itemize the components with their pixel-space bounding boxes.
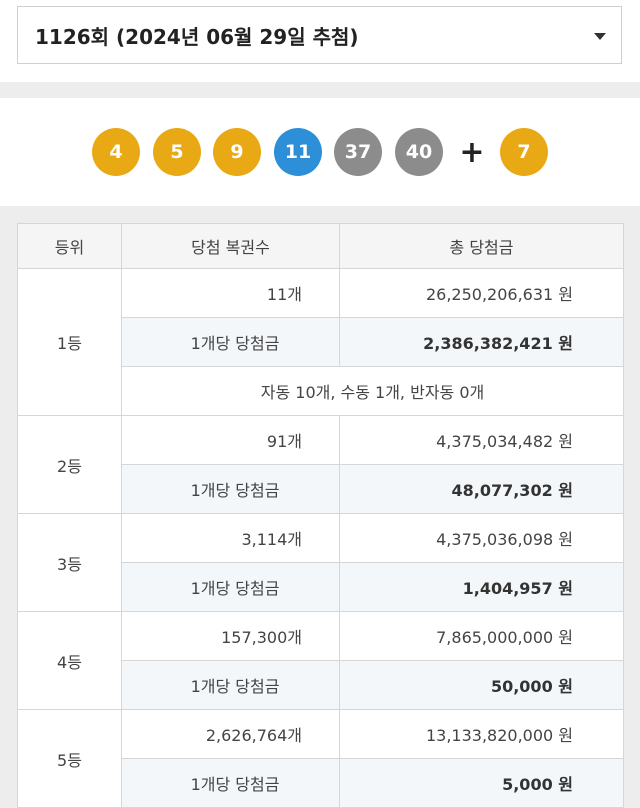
ball-4: 11 <box>274 128 322 176</box>
top-band: 1126회 (2024년 06월 29일 추첨) <box>0 0 640 82</box>
per-ticket-label: 1개당 당첨금 <box>121 660 340 710</box>
purchase-method-note: 자동 10개, 수동 1개, 반자동 0개 <box>121 366 624 416</box>
draw-select-value: 1126회 (2024년 06월 29일 추첨) <box>35 24 359 49</box>
ball-2: 5 <box>153 128 201 176</box>
table-row: 1개당 당첨금 48,077,302 원 <box>18 464 624 514</box>
per-ticket-label: 1개당 당첨금 <box>121 758 340 808</box>
prize-table: 등위 당첨 복권수 총 당첨금 1등 11개 26,250,206,631 원 … <box>17 223 624 808</box>
table-row: 1개당 당첨금 2,386,382,421 원 <box>18 317 624 367</box>
table-row: 1개당 당첨금 50,000 원 <box>18 660 624 710</box>
per-ticket-amount: 2,386,382,421 원 <box>339 317 624 367</box>
plus-icon: + <box>459 134 485 170</box>
rank-cell: 4등 <box>17 611 122 710</box>
table-row: 2등 91개 4,375,034,482 원 <box>17 415 624 514</box>
ball-1: 4 <box>92 128 140 176</box>
header-total: 총 당첨금 <box>339 223 624 269</box>
per-ticket-label: 1개당 당첨금 <box>121 317 340 367</box>
table-row: 5등 2,626,764개 13,133,820,000 원 <box>17 709 624 808</box>
total-prize: 4,375,036,098 원 <box>339 513 624 563</box>
rank-cell: 3등 <box>17 513 122 612</box>
ball-3: 9 <box>213 128 261 176</box>
ball-6: 40 <box>395 128 443 176</box>
prize-table-wrapper: 등위 당첨 복권수 총 당첨금 1등 11개 26,250,206,631 원 … <box>17 223 624 808</box>
rank-cell: 5등 <box>17 709 122 808</box>
total-prize: 7,865,000,000 원 <box>339 611 624 661</box>
total-prize: 26,250,206,631 원 <box>339 268 624 318</box>
winner-count: 157,300개 <box>121 611 340 661</box>
header-count: 당첨 복권수 <box>121 223 340 269</box>
table-row: 자동 10개, 수동 1개, 반자동 0개 <box>18 366 624 416</box>
table-row: 1등 11개 26,250,206,631 원 <box>17 268 624 416</box>
draw-select[interactable]: 1126회 (2024년 06월 29일 추첨) <box>17 6 622 64</box>
table-row: 1개당 당첨금 1,404,957 원 <box>18 562 624 612</box>
per-ticket-label: 1개당 당첨금 <box>121 562 340 612</box>
winning-numbers-panel: 4 5 9 11 37 40 + 7 <box>0 98 640 206</box>
winner-count: 2,626,764개 <box>121 709 340 759</box>
winner-count: 3,114개 <box>121 513 340 563</box>
ball-5: 37 <box>334 128 382 176</box>
table-header-row: 등위 당첨 복권수 총 당첨금 <box>17 223 624 269</box>
table-row: 4등 157,300개 7,865,000,000 원 <box>17 611 624 710</box>
per-ticket-label: 1개당 당첨금 <box>121 464 340 514</box>
rank-cell: 1등 <box>17 268 122 416</box>
bonus-ball: 7 <box>500 128 548 176</box>
header-rank: 등위 <box>17 223 122 269</box>
table-row: 3등 3,114개 4,375,036,098 원 <box>17 513 624 612</box>
per-ticket-amount: 1,404,957 원 <box>339 562 624 612</box>
per-ticket-amount: 5,000 원 <box>339 758 624 808</box>
total-prize: 4,375,034,482 원 <box>339 415 624 465</box>
rank-cell: 2등 <box>17 415 122 514</box>
winner-count: 91개 <box>121 415 340 465</box>
total-prize: 13,133,820,000 원 <box>339 709 624 759</box>
per-ticket-amount: 48,077,302 원 <box>339 464 624 514</box>
winner-count: 11개 <box>121 268 340 318</box>
caret-down-icon[interactable] <box>594 33 606 40</box>
per-ticket-amount: 50,000 원 <box>339 660 624 710</box>
